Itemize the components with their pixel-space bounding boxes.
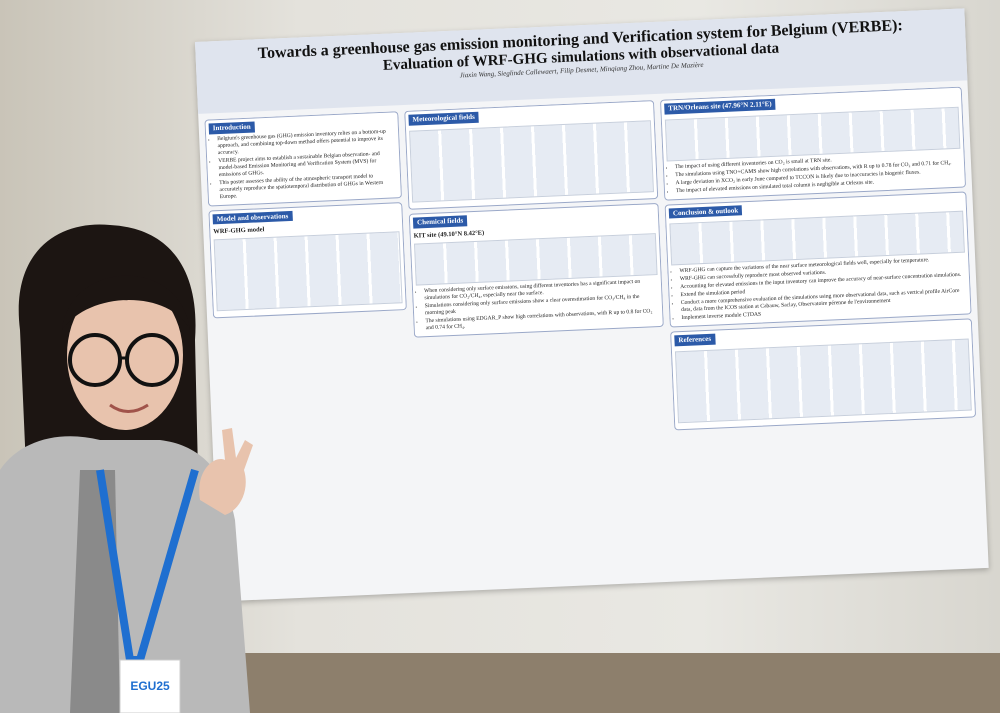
- bangs: [62, 275, 190, 330]
- face: [67, 280, 183, 430]
- badge: [119, 659, 181, 713]
- glasses-right: [125, 333, 179, 387]
- badge-text: EGU25: [130, 679, 170, 693]
- glasses-left: [68, 333, 122, 387]
- hand-v-sign: [199, 428, 253, 515]
- smile: [109, 403, 149, 413]
